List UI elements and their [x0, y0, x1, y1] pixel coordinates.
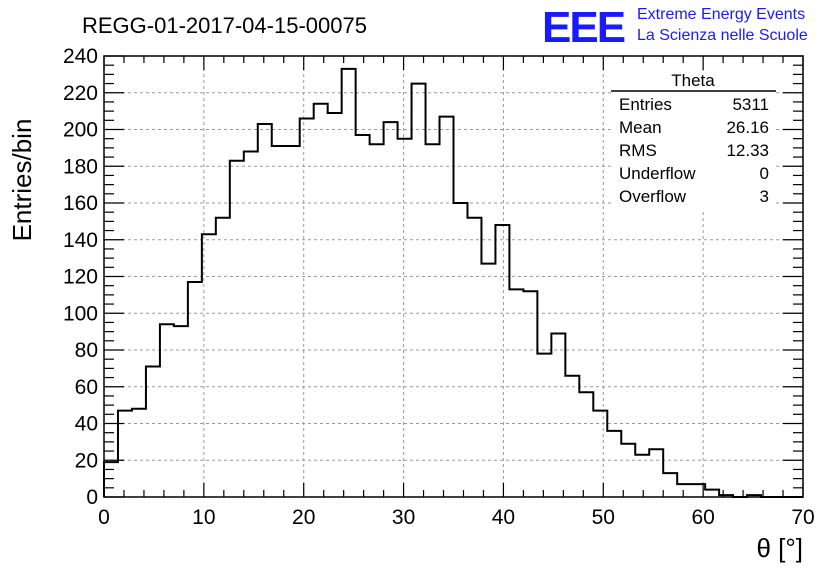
histogram-bin — [551, 333, 565, 497]
stats-box-title: Theta — [671, 71, 715, 90]
y-tick-label: 100 — [63, 302, 98, 325]
x-axis-label: θ [°] — [756, 533, 803, 563]
eee-logo: EEE Extreme Energy Events La Scienza nel… — [542, 3, 808, 52]
x-tick-label: 50 — [592, 506, 615, 529]
eee-logo-line1: Extreme Energy Events — [637, 6, 805, 23]
histogram-bin — [174, 326, 188, 497]
histogram-series — [103, 67, 803, 498]
y-tick-label: 180 — [63, 155, 98, 178]
y-axis-label: Entries/bin — [7, 119, 37, 242]
y-tick-label: 200 — [63, 119, 98, 142]
stats-entries-label: Entries — [619, 95, 672, 114]
histogram-bin — [412, 84, 426, 497]
stats-mean-label: Mean — [619, 118, 662, 137]
eee-logo-line2: La Scienza nelle Scuole — [637, 27, 808, 44]
axis-ticks: 0 10 20 30 40 50 60 700204060801001201401601802… — [63, 45, 815, 529]
histogram-bin — [677, 484, 691, 497]
y-tick-label: 240 — [63, 45, 98, 68]
histogram-bin — [607, 431, 621, 497]
y-tick-label: 0 — [86, 486, 98, 509]
stats-rms-label: RMS — [619, 141, 657, 160]
histogram-bin — [286, 146, 300, 497]
histogram-bin — [356, 135, 370, 497]
x-tick-label: 20 — [292, 506, 315, 529]
histogram-bin — [621, 444, 635, 497]
histogram-bin — [495, 225, 509, 497]
chart-title: REGG-01-2017-04-15-00075 — [82, 13, 367, 38]
stats-underflow-label: Underflow — [619, 164, 696, 183]
y-tick-label: 80 — [75, 339, 98, 362]
stats-overflow-value: 3 — [760, 187, 769, 206]
histogram-bin — [593, 411, 607, 497]
histogram-bin — [300, 118, 314, 497]
histogram-bin — [481, 264, 495, 497]
y-tick-label: 120 — [63, 266, 98, 289]
y-tick-label: 20 — [75, 449, 98, 472]
histogram-bin — [509, 289, 523, 497]
y-tick-label: 40 — [75, 413, 98, 436]
y-tick-label: 60 — [75, 376, 98, 399]
stats-box: Theta Entries 5311 Mean 26.16 RMS 12.33 … — [611, 71, 776, 212]
histogram-bin — [342, 69, 356, 497]
histogram-bin — [104, 462, 118, 497]
y-tick-label: 220 — [63, 82, 98, 105]
histogram-bin — [146, 367, 160, 497]
histogram-bin — [635, 455, 649, 497]
x-tick-label: 10 — [192, 506, 215, 529]
eee-logo-letters: EEE — [542, 3, 625, 52]
y-tick-label: 140 — [63, 229, 98, 252]
histogram-bin — [565, 376, 579, 497]
stats-overflow-label: Overflow — [619, 187, 687, 206]
histogram-bin — [216, 218, 230, 497]
histogram-bin — [244, 152, 258, 497]
x-tick-label: 70 — [791, 506, 814, 529]
histogram-bin — [384, 122, 398, 497]
histogram-bin — [370, 144, 384, 497]
stats-rms-value: 12.33 — [726, 141, 769, 160]
x-tick-label: 40 — [492, 506, 515, 529]
histogram-bin — [314, 104, 328, 497]
histogram-bin — [328, 113, 342, 497]
histogram-bin — [467, 218, 481, 497]
histogram-bin — [705, 490, 719, 497]
stats-box-background — [611, 72, 776, 212]
histogram-bin — [579, 392, 593, 497]
histogram-bin — [649, 449, 663, 497]
histogram-bin — [188, 282, 202, 497]
histogram-step-line — [103, 67, 803, 498]
histogram-bin — [663, 473, 677, 497]
stats-underflow-value: 0 — [760, 164, 769, 183]
x-tick-label: 0 — [98, 506, 110, 529]
histogram-bin — [258, 124, 272, 497]
histogram-bin — [454, 203, 468, 497]
histogram-bin — [230, 161, 244, 497]
histogram-bin — [202, 234, 216, 497]
histogram-bin — [398, 139, 412, 497]
histogram-bin — [132, 409, 146, 497]
histogram-bin — [523, 291, 537, 497]
histogram-bin — [537, 354, 551, 497]
histogram-bin — [426, 144, 440, 497]
y-tick-label: 160 — [63, 192, 98, 215]
stats-entries-value: 5311 — [732, 95, 769, 114]
histogram-bin — [272, 146, 286, 497]
x-tick-label: 60 — [691, 506, 714, 529]
histogram-bin — [440, 117, 454, 497]
x-tick-label: 30 — [392, 506, 415, 529]
histogram-bin — [160, 324, 174, 497]
stats-mean-value: 26.16 — [726, 118, 769, 137]
